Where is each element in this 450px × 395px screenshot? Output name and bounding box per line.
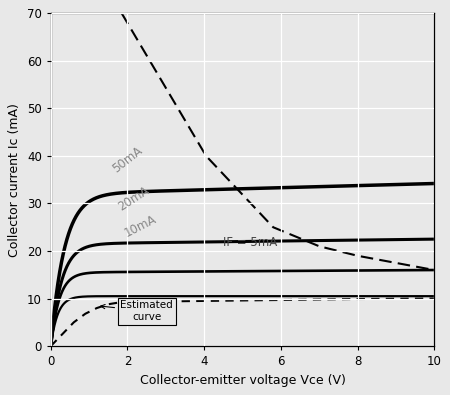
- Text: 50mA: 50mA: [110, 144, 145, 176]
- Text: IF = 5mA: IF = 5mA: [223, 236, 278, 249]
- Text: 20mA: 20mA: [116, 184, 152, 214]
- X-axis label: Collector-emitter voltage Vce (V): Collector-emitter voltage Vce (V): [140, 374, 346, 387]
- Y-axis label: Collector current Ic (mA): Collector current Ic (mA): [9, 103, 21, 257]
- Text: Estimated
curve: Estimated curve: [101, 300, 173, 322]
- Text: 10mA: 10mA: [122, 213, 158, 240]
